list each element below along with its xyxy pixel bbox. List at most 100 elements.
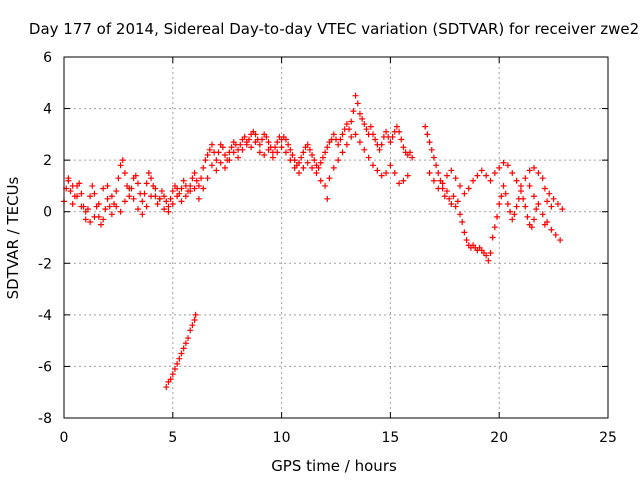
tick-labels: 0 5 10 15 20 25 -8 -6 -4 -2 0 2 4 6: [38, 50, 617, 446]
data-point: [298, 154, 305, 161]
data-point: [296, 170, 303, 177]
data-point: [535, 200, 542, 207]
data-point: [383, 128, 390, 135]
data-point: [219, 144, 226, 151]
data-point: [191, 170, 198, 177]
data-point: [237, 141, 244, 148]
data-point: [367, 123, 374, 130]
data-point: [213, 167, 220, 174]
data-point: [369, 131, 376, 138]
data-point: [304, 141, 311, 148]
data-point: [461, 190, 468, 197]
data-point: [457, 211, 464, 218]
data-point: [326, 175, 333, 182]
data-point: [148, 175, 155, 182]
data-point: [178, 185, 185, 192]
data-point: [102, 206, 109, 213]
data-point: [426, 170, 433, 177]
data-point: [113, 188, 120, 195]
data-point: [139, 198, 146, 205]
y-tick-label: -2: [38, 256, 52, 272]
data-point: [422, 123, 429, 130]
data-point: [287, 146, 294, 153]
data-point: [291, 164, 298, 171]
data-point: [126, 193, 133, 200]
data-point: [550, 195, 557, 202]
data-point: [156, 195, 163, 202]
data-point: [248, 144, 255, 151]
data-point: [335, 141, 342, 148]
data-point: [178, 350, 185, 357]
data-marks: [61, 92, 566, 391]
data-point: [115, 175, 122, 182]
data-point: [409, 154, 416, 161]
series-lower-trace: [65, 131, 411, 226]
data-point: [435, 170, 442, 177]
data-point: [187, 188, 194, 195]
data-point: [187, 327, 194, 334]
data-point: [243, 141, 250, 148]
data-point: [528, 224, 535, 231]
data-point: [498, 193, 505, 200]
data-point: [296, 159, 303, 166]
data-point: [113, 203, 120, 210]
series-far-right-trace: [526, 182, 566, 244]
data-point: [517, 188, 524, 195]
data-point: [67, 188, 74, 195]
data-point: [104, 195, 111, 202]
data-point: [485, 257, 492, 264]
data-point: [491, 224, 498, 231]
data-point: [187, 182, 194, 189]
data-point: [356, 139, 363, 146]
data-point: [313, 170, 320, 177]
data-point: [235, 154, 242, 161]
data-point: [346, 126, 353, 133]
data-point: [496, 200, 503, 207]
data-point: [195, 195, 202, 202]
data-point: [204, 151, 211, 158]
data-point: [502, 190, 509, 197]
data-point: [69, 182, 76, 189]
data-point: [163, 384, 170, 391]
data-point: [398, 136, 405, 143]
data-point: [435, 185, 442, 192]
data-point: [182, 193, 189, 200]
data-point: [559, 206, 566, 213]
data-point: [282, 136, 289, 143]
data-point: [241, 133, 248, 140]
data-point: [261, 151, 268, 158]
data-point: [176, 355, 183, 362]
data-point: [317, 177, 324, 184]
data-point: [78, 203, 85, 210]
data-point: [531, 216, 538, 223]
data-point: [330, 164, 337, 171]
data-point: [393, 123, 400, 130]
data-point: [478, 167, 485, 174]
data-point: [352, 131, 359, 138]
data-point: [439, 180, 446, 187]
data-point: [396, 180, 403, 187]
series-main-trace: [61, 92, 416, 228]
data-point: [428, 146, 435, 153]
data-point: [517, 182, 524, 189]
data-point: [143, 203, 150, 210]
data-point: [182, 340, 189, 347]
data-point: [389, 133, 396, 140]
data-point: [208, 141, 215, 148]
data-point: [461, 229, 468, 236]
data-point: [158, 188, 165, 195]
data-point: [89, 182, 96, 189]
data-point: [504, 200, 511, 207]
data-point: [202, 157, 209, 164]
plot-frame: [63, 56, 609, 419]
data-point: [363, 126, 370, 133]
data-point: [448, 200, 455, 207]
data-point: [134, 180, 141, 187]
data-point: [204, 175, 211, 182]
series-right-trace: [422, 123, 540, 264]
y-tick-label: -8: [38, 411, 52, 427]
data-point: [104, 182, 111, 189]
axis-ticks: [63, 56, 609, 419]
data-point: [145, 170, 152, 177]
data-point: [143, 180, 150, 187]
